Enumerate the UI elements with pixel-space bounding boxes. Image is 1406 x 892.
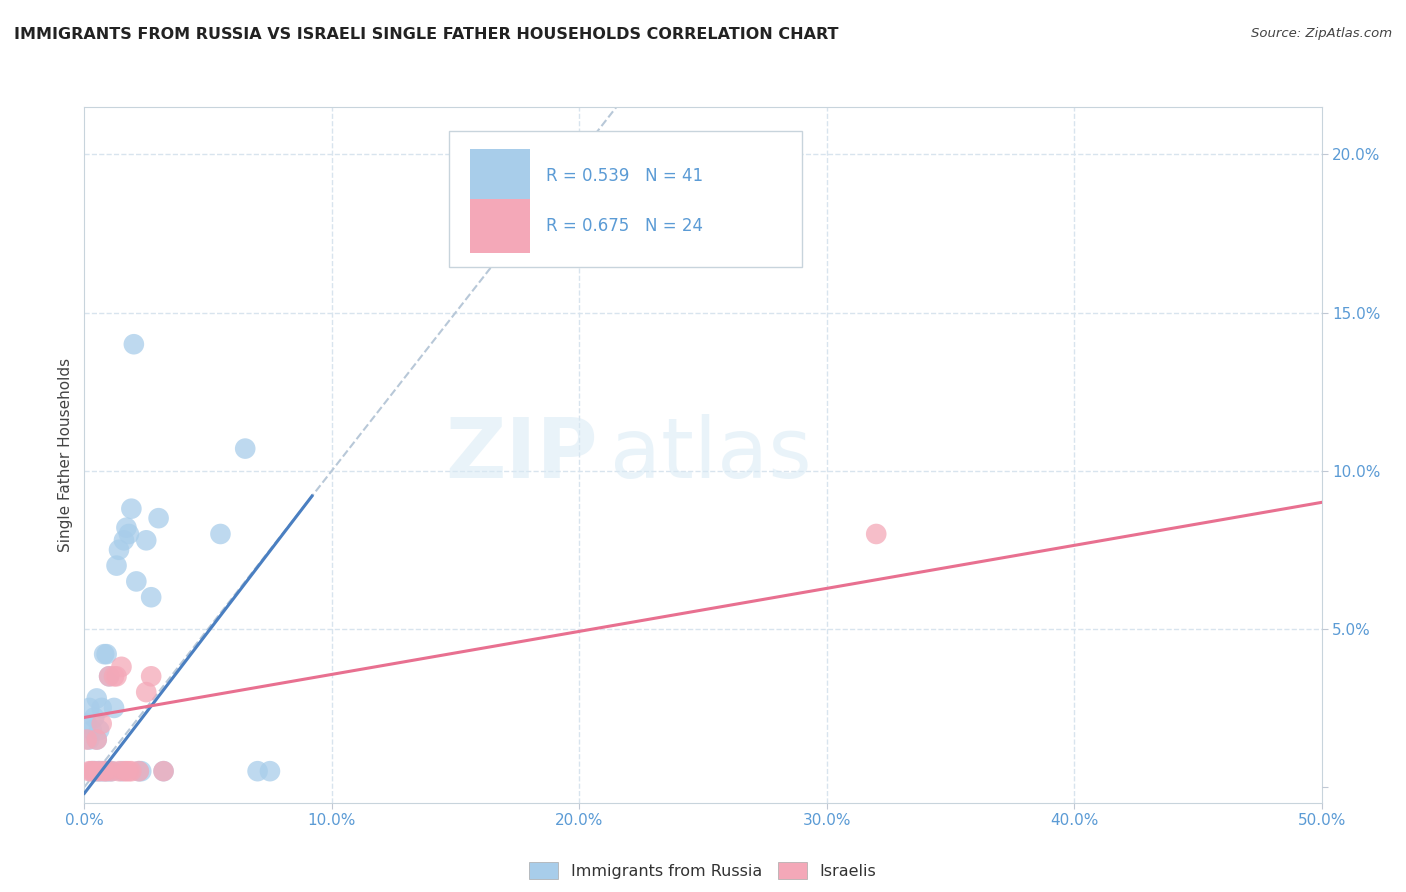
FancyBboxPatch shape	[471, 199, 530, 253]
Text: ZIP: ZIP	[446, 415, 598, 495]
Point	[128, 764, 150, 779]
Point	[105, 669, 128, 683]
Point	[129, 764, 152, 779]
Point	[83, 764, 105, 779]
FancyBboxPatch shape	[471, 149, 530, 203]
Point	[90, 764, 112, 779]
Point	[152, 764, 174, 779]
Point	[259, 764, 281, 779]
Point	[118, 527, 141, 541]
Point	[103, 669, 125, 683]
Point	[96, 647, 118, 661]
Point	[80, 764, 103, 779]
Point	[115, 521, 138, 535]
Point	[83, 710, 105, 724]
Point	[233, 442, 256, 456]
Text: R = 0.539   N = 41: R = 0.539 N = 41	[546, 167, 703, 185]
Y-axis label: Single Father Households: Single Father Households	[58, 358, 73, 552]
Point	[86, 764, 108, 779]
Text: atlas: atlas	[610, 415, 811, 495]
Point	[120, 501, 142, 516]
Point	[76, 716, 98, 731]
Point	[100, 764, 122, 779]
Point	[108, 764, 131, 779]
Point	[108, 542, 131, 557]
Point	[79, 732, 101, 747]
Point	[141, 669, 163, 683]
Point	[141, 591, 163, 605]
Point	[98, 669, 121, 683]
Text: Source: ZipAtlas.com: Source: ZipAtlas.com	[1251, 27, 1392, 40]
Point	[120, 764, 142, 779]
Point	[89, 723, 111, 737]
Point	[80, 764, 103, 779]
Point	[76, 732, 98, 747]
Legend: Immigrants from Russia, Israelis: Immigrants from Russia, Israelis	[523, 856, 883, 885]
Point	[93, 764, 115, 779]
Point	[83, 764, 105, 779]
Point	[209, 527, 232, 541]
Point	[93, 647, 115, 661]
Point	[90, 701, 112, 715]
Point	[98, 764, 121, 779]
Point	[128, 764, 150, 779]
Point	[96, 764, 118, 779]
Point	[115, 764, 138, 779]
Point	[135, 533, 157, 548]
Point	[148, 511, 170, 525]
Point	[80, 723, 103, 737]
Point	[90, 716, 112, 731]
Point	[110, 764, 132, 779]
Point	[86, 732, 108, 747]
Point	[246, 764, 269, 779]
Point	[89, 764, 111, 779]
Point	[98, 669, 121, 683]
Point	[86, 691, 108, 706]
Point	[152, 764, 174, 779]
Point	[112, 764, 135, 779]
Point	[89, 764, 111, 779]
Point	[135, 685, 157, 699]
FancyBboxPatch shape	[450, 131, 801, 267]
Point	[100, 764, 122, 779]
Point	[86, 732, 108, 747]
Point	[125, 574, 148, 589]
Point	[110, 660, 132, 674]
Point	[112, 533, 135, 548]
Point	[865, 527, 887, 541]
Text: IMMIGRANTS FROM RUSSIA VS ISRAELI SINGLE FATHER HOUSEHOLDS CORRELATION CHART: IMMIGRANTS FROM RUSSIA VS ISRAELI SINGLE…	[14, 27, 838, 42]
Text: R = 0.675   N = 24: R = 0.675 N = 24	[546, 217, 703, 235]
Point	[103, 701, 125, 715]
Point	[122, 337, 145, 351]
Point	[118, 764, 141, 779]
Point	[105, 558, 128, 573]
Point	[93, 764, 115, 779]
Point	[79, 701, 101, 715]
Point	[79, 764, 101, 779]
Point	[96, 764, 118, 779]
